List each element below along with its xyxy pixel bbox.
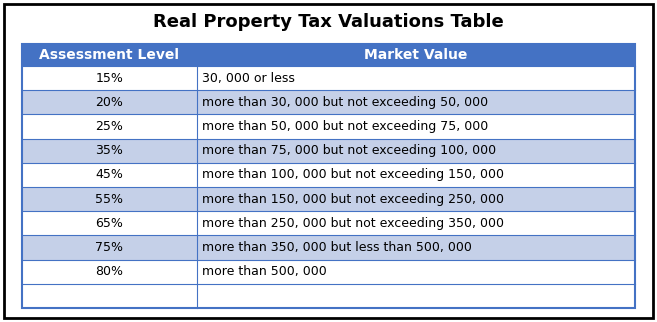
Text: Market Value: Market Value [364,48,468,62]
Bar [22,260,635,284]
Text: 20%: 20% [95,96,124,109]
Text: more than 100, 000 but not exceeding 150, 000: more than 100, 000 but not exceeding 150… [202,168,504,181]
Text: 15%: 15% [95,71,124,85]
Bar [22,44,635,308]
Bar [22,187,635,211]
Bar [22,138,635,163]
Text: more than 50, 000 but not exceeding 75, 000: more than 50, 000 but not exceeding 75, … [202,120,488,133]
Text: 75%: 75% [95,241,124,254]
Bar [22,211,635,235]
Text: more than 150, 000 but not exceeding 250, 000: more than 150, 000 but not exceeding 250… [202,193,504,206]
Bar [22,114,635,138]
Text: more than 500, 000: more than 500, 000 [202,265,327,278]
Text: 25%: 25% [95,120,124,133]
Text: 35%: 35% [95,144,124,157]
Text: Real Property Tax Valuations Table: Real Property Tax Valuations Table [153,13,504,31]
Text: Assessment Level: Assessment Level [39,48,179,62]
Text: 30, 000 or less: 30, 000 or less [202,71,294,85]
Text: 80%: 80% [95,265,124,278]
Bar [22,284,635,308]
Text: 55%: 55% [95,193,124,206]
Bar [22,66,635,90]
Text: more than 250, 000 but not exceeding 350, 000: more than 250, 000 but not exceeding 350… [202,217,504,230]
Bar [22,163,635,187]
Text: more than 75, 000 but not exceeding 100, 000: more than 75, 000 but not exceeding 100,… [202,144,496,157]
Bar [22,44,635,66]
Text: 45%: 45% [95,168,124,181]
Text: more than 350, 000 but less than 500, 000: more than 350, 000 but less than 500, 00… [202,241,472,254]
Bar [22,90,635,114]
Text: more than 30, 000 but not exceeding 50, 000: more than 30, 000 but not exceeding 50, … [202,96,488,109]
Text: 65%: 65% [95,217,124,230]
Bar [22,235,635,260]
